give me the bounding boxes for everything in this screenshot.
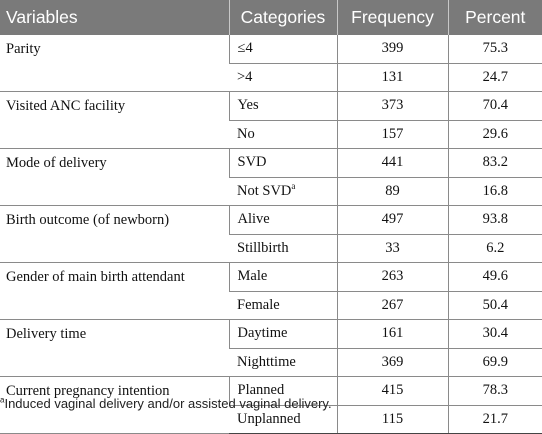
- percent-cell: 70.4: [447, 91, 542, 121]
- percent-cell: 69.9: [447, 348, 542, 377]
- header-categories: Categories: [228, 0, 337, 35]
- footnote-marker: a: [291, 180, 296, 191]
- header-percent: Percent: [447, 0, 542, 35]
- frequency-cell: 89: [336, 177, 448, 206]
- header-variables: Variables: [0, 0, 229, 35]
- category-cell: Male: [228, 262, 337, 292]
- variable-cell: Mode of delivery: [0, 148, 229, 206]
- frequency-cell: 263: [336, 262, 448, 292]
- category-cell: Stillbirth: [229, 234, 337, 263]
- frequency-cell: 497: [336, 205, 448, 235]
- percent-cell: 49.6: [447, 262, 542, 292]
- category-cell: SVD: [228, 148, 337, 178]
- table-row: Visited ANC facility Yes 373 70.4: [0, 91, 542, 149]
- category-text: Not SVD: [237, 182, 292, 199]
- footnote-marker: a: [0, 395, 5, 405]
- category-cell: Not SVDa: [229, 177, 337, 206]
- category-cell: No: [229, 120, 337, 149]
- percent-cell: 75.3: [447, 35, 542, 64]
- table-footnote: aInduced vaginal delivery and/or assiste…: [0, 396, 332, 411]
- table-row: >4 131 24.7: [0, 63, 542, 92]
- frequency-cell: 415: [336, 376, 448, 406]
- percent-cell: 29.6: [447, 120, 542, 149]
- frequency-cell: 441: [336, 148, 448, 178]
- table-row: Gender of main birth attendant Male 263 …: [0, 262, 542, 320]
- table-row: Nighttime 369 69.9: [0, 348, 542, 377]
- table-row: Parity ≤4 399 75.3: [0, 35, 542, 92]
- percent-cell: 50.4: [447, 291, 542, 320]
- footnote-text: Induced vaginal delivery and/or assisted…: [4, 396, 332, 411]
- frequency-cell: 399: [336, 35, 448, 64]
- frequency-cell: 157: [336, 120, 448, 149]
- percent-cell: 6.2: [447, 234, 542, 263]
- variable-cell: Visited ANC facility: [0, 91, 229, 149]
- header-row: Variables Categories Frequency Percent: [0, 0, 542, 35]
- table-row: Not SVDa 89 16.8: [0, 177, 542, 206]
- table-row: Delivery time Daytime 161 30.4: [0, 319, 542, 377]
- variable-cell: Gender of main birth attendant: [0, 262, 229, 320]
- variable-cell: Birth outcome (of newborn): [0, 205, 229, 263]
- category-cell: Yes: [228, 91, 337, 121]
- percent-cell: 83.2: [447, 148, 542, 178]
- percent-cell: 30.4: [447, 319, 542, 349]
- category-cell: Female: [229, 291, 337, 320]
- frequency-cell: 33: [336, 234, 448, 263]
- percent-cell: 78.3: [447, 376, 542, 406]
- table-row: Stillbirth 33 6.2: [0, 234, 542, 263]
- category-cell: ≤4: [228, 35, 337, 64]
- percent-cell: 16.8: [447, 177, 542, 206]
- category-cell: Daytime: [228, 319, 337, 349]
- frequency-cell: 161: [336, 319, 448, 349]
- category-cell: Nighttime: [229, 348, 337, 377]
- percent-cell: 21.7: [447, 405, 542, 434]
- table-row: No 157 29.6: [0, 120, 542, 149]
- frequency-cell: 369: [336, 348, 448, 377]
- category-cell: Planned: [228, 376, 337, 406]
- category-cell: Alive: [228, 205, 337, 235]
- frequency-cell: 267: [336, 291, 448, 320]
- percent-cell: 24.7: [447, 63, 542, 92]
- percent-cell: 93.8: [447, 205, 542, 235]
- frequency-cell: 115: [336, 405, 448, 434]
- table-row: Birth outcome (of newborn) Alive 497 93.…: [0, 205, 542, 263]
- variable-cell: Delivery time: [0, 319, 229, 377]
- variable-cell: Parity: [0, 35, 229, 92]
- category-cell: >4: [229, 63, 337, 92]
- table-row: Mode of delivery SVD 441 83.2: [0, 148, 542, 206]
- frequency-cell: 131: [336, 63, 448, 92]
- header-frequency: Frequency: [336, 0, 448, 35]
- table-row: Female 267 50.4: [0, 291, 542, 320]
- frequency-cell: 373: [336, 91, 448, 121]
